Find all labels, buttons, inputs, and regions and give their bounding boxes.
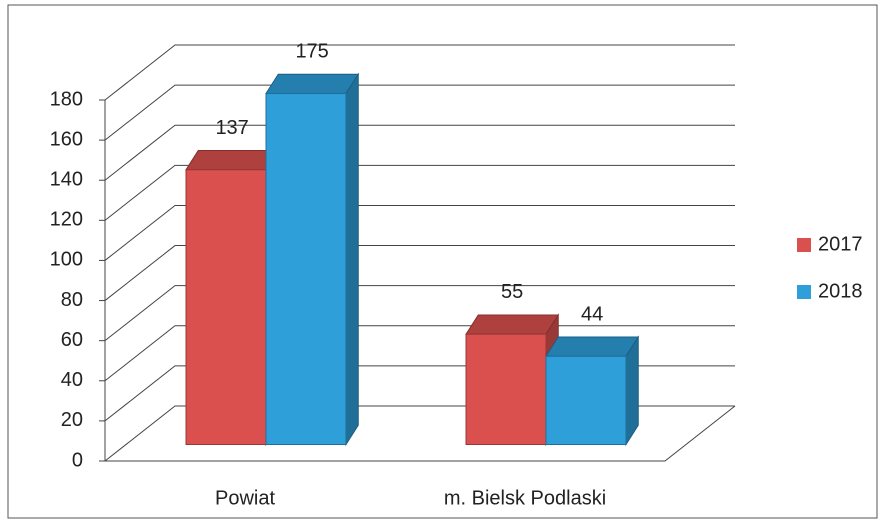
bar (265, 93, 347, 446)
y-tick-label: 180 (50, 88, 83, 110)
grid-line (104, 245, 735, 301)
chart-frame (7, 4, 878, 519)
x-tick-label: m. Bielsk Podlaski (444, 487, 606, 509)
grid-line (104, 84, 735, 141)
legend-label: 2017 (818, 233, 863, 255)
bar-side (625, 335, 639, 447)
data-label: 137 (215, 117, 248, 139)
y-tick-label: 120 (50, 209, 83, 231)
x-tick-label: Powiat (215, 487, 275, 509)
data-label: 55 (501, 281, 523, 303)
y-tick-label: 20 (61, 409, 83, 431)
y-tick-label: 100 (50, 249, 83, 271)
bar (545, 355, 627, 445)
y-tick-label: 40 (61, 369, 83, 391)
grid-line (104, 124, 735, 181)
y-tick-label: 0 (72, 449, 83, 471)
bar (465, 333, 547, 446)
legend-label: 2018 (818, 280, 863, 302)
data-label: 44 (581, 303, 603, 325)
bar-top (545, 336, 640, 357)
y-tick-label: 160 (50, 128, 83, 150)
floor-edge (105, 405, 736, 462)
grid-line (104, 285, 735, 342)
y-tick-label: 80 (61, 289, 83, 311)
y-tick-label: 60 (61, 329, 83, 351)
y-tick-label: 140 (50, 169, 83, 191)
grid-line (104, 204, 735, 261)
bar-side (345, 72, 359, 447)
bar (185, 169, 267, 445)
bar-top (265, 73, 360, 95)
grid-line (104, 44, 735, 101)
legend-swatch (797, 285, 811, 299)
legend-swatch (797, 238, 811, 252)
bar-top (185, 149, 280, 171)
grid-line (104, 164, 735, 221)
bar-top (465, 314, 560, 335)
data-label: 175 (295, 41, 328, 63)
